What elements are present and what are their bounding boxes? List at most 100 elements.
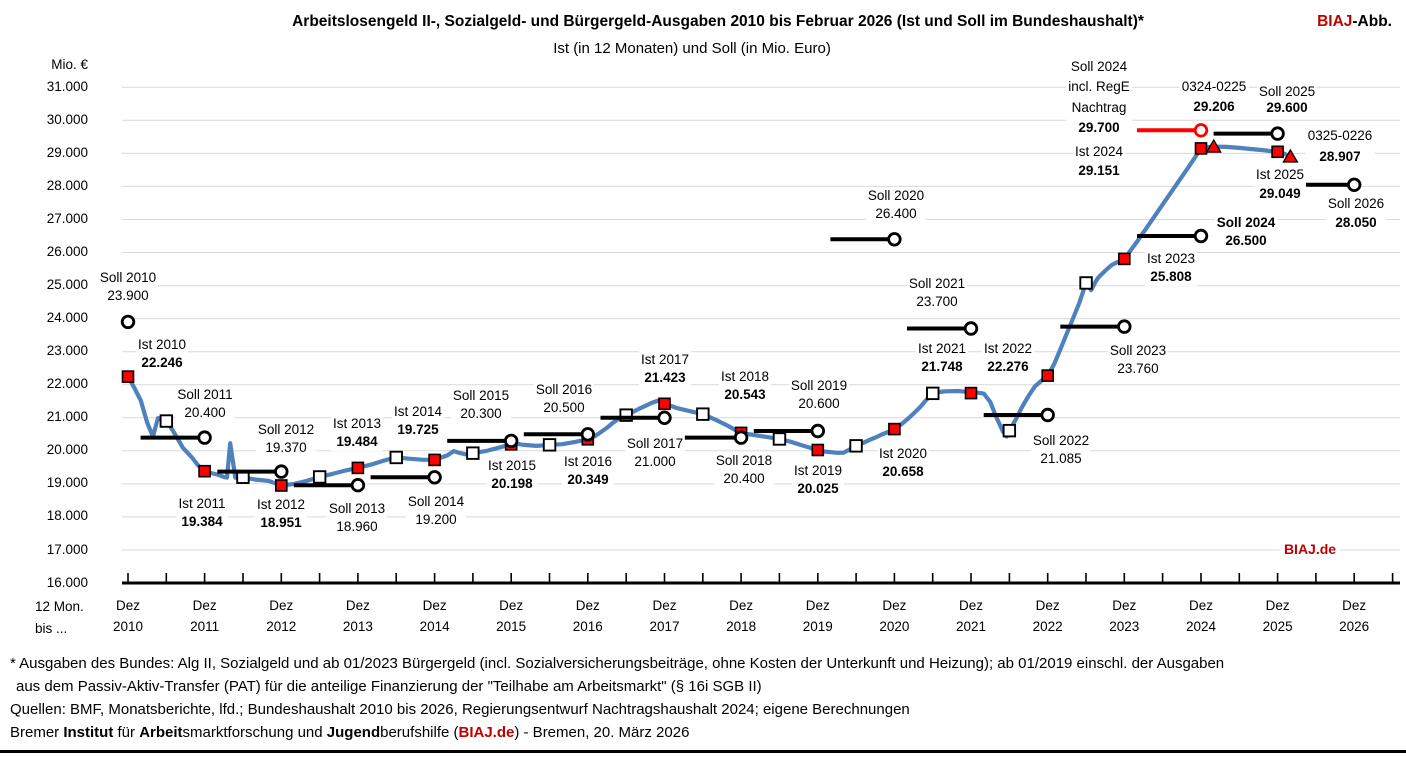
brand-logo: BIAJ-Abb. — [1317, 13, 1392, 31]
annotation-line: 29.151 — [1078, 162, 1120, 178]
annotation-line: incl. RegE — [1068, 79, 1130, 95]
annotation: Soll 2013 18.960 — [326, 500, 388, 536]
soll-marker — [733, 430, 749, 445]
footnote-segment: smarktforschung und — [182, 724, 327, 741]
annotation-line: 20.349 — [567, 472, 609, 487]
y-tick-label: 20.000 — [46, 442, 88, 458]
y-tick-label: 28.000 — [46, 177, 88, 193]
annotation-line: Soll 2026 — [1327, 195, 1385, 211]
annotation-line: Soll 2014 — [407, 494, 465, 509]
y-axis-unit-label: Mio. € — [51, 57, 88, 72]
annotation: Ist 2020 20.658 — [876, 445, 930, 481]
footnote-line4: Bremer Institut für Arbeitsmarktforschun… — [10, 721, 1398, 744]
annotation-line: 19.725 — [397, 422, 439, 437]
chart-watermark: BIAJ.de — [1279, 541, 1341, 557]
annotation: Ist 2011 19.384 — [176, 495, 228, 531]
annotation-line: Soll 2011 — [177, 387, 233, 402]
y-tick-label: 21.000 — [46, 409, 88, 425]
annotation-line: Soll 2024 — [1070, 58, 1128, 74]
annotation-line: 25.808 — [1150, 269, 1192, 284]
annotation: Soll 2018 20.400 — [713, 452, 775, 488]
annotation-line: 23.760 — [1117, 361, 1159, 376]
annotation-line: 20.658 — [882, 464, 924, 479]
annotation-line: 0324-0225 — [1181, 79, 1247, 94]
annotation: Ist 2013 19.484 — [330, 415, 384, 451]
y-tick-label: 26.000 — [46, 244, 88, 259]
annotation: Ist 2012 18.951 — [254, 496, 308, 532]
soll-marker — [504, 433, 519, 449]
annotation-line: 29.206 — [1193, 99, 1235, 114]
annotation-line: Ist 2023 — [1146, 251, 1196, 266]
annotation-line: Soll 2017 — [626, 436, 684, 451]
soll-marker — [963, 321, 979, 336]
annotation-line: Soll 2012 — [257, 422, 315, 437]
x-tick-label: Dez 2024 — [1185, 598, 1217, 634]
y-tick-label: 23.000 — [46, 343, 88, 359]
soll-marker — [657, 410, 672, 426]
annotation: Soll 2023 23.760 — [1107, 342, 1169, 378]
rolling-feb-marker — [1205, 138, 1222, 153]
y-tick-label: 19.000 — [46, 475, 88, 491]
bottom-border-rule — [0, 750, 1406, 753]
annotation-line: Soll 2025 — [1258, 84, 1316, 99]
annotation-line: Ist 2017 — [640, 352, 690, 367]
annotation-line: 19.484 — [336, 434, 378, 449]
annotation-line: 26.500 — [1225, 233, 1267, 248]
annotation: Soll 2025 29.600 — [1256, 84, 1318, 116]
annotation-line: 19.370 — [265, 440, 307, 455]
annotation: Ist 2023 25.808 — [1144, 250, 1198, 286]
brand-black-text: -Abb. — [1352, 13, 1392, 30]
annotation-line: Soll 2021 — [908, 276, 966, 291]
annotation: Ist 2022 22.276 — [981, 340, 1035, 376]
annotation-line: 20.025 — [797, 481, 839, 496]
soll-marker — [810, 423, 826, 439]
annotation-line: 26.400 — [875, 206, 917, 221]
annotation: Ist 2024 29.151 — [1072, 141, 1126, 180]
x-tick-label: Dez 2025 — [1262, 598, 1293, 634]
annotation: Soll 2015 20.300 — [450, 387, 512, 423]
annotation: Ist 2019 20.025 — [791, 462, 845, 498]
annotation-line: 22.246 — [141, 355, 183, 370]
annotation-line: 21.085 — [1040, 451, 1082, 466]
annotation: Soll 2026 28.050 — [1325, 193, 1387, 232]
footnote-segment: berufshilfe ( — [380, 724, 459, 741]
annotation: Soll 2017 21.000 — [624, 435, 686, 471]
annotation-line: 28.907 — [1319, 148, 1361, 164]
soll-marker — [120, 314, 136, 330]
annotation-line: Ist 2020 — [878, 446, 928, 461]
soll-marker — [1117, 319, 1132, 334]
annotation-line: 28.050 — [1335, 214, 1377, 230]
x-tick-label: Dez 2012 — [266, 598, 297, 634]
x-tick-label: Dez 2010 — [112, 598, 144, 634]
soll-marker — [1193, 228, 1209, 244]
annotation-line: Ist 2011 — [178, 496, 226, 511]
soll-marker — [274, 464, 289, 479]
annotation-line: Ist 2021 — [917, 341, 967, 356]
annotation: Soll 2021 23.700 — [906, 275, 968, 311]
ist-line — [125, 144, 1293, 488]
annotation-line: Soll 2019 — [790, 378, 848, 393]
footnote-segment: Jugend — [326, 724, 381, 741]
annotation-line: Ist 2015 — [487, 458, 537, 473]
annotation: Ist 2015 20.198 — [485, 457, 539, 493]
x-tick-label: Dez 2016 — [572, 598, 603, 634]
annotation: Soll 2010 23.900 — [97, 269, 159, 305]
footnote-line1: * Ausgaben des Bundes: Alg II, Sozialgel… — [10, 655, 1225, 672]
y-tick-label: 17.000 — [46, 541, 88, 557]
annotation-line: 29.600 — [1266, 100, 1308, 115]
footnote-segment: Arbeit — [139, 724, 183, 741]
x-tick-label: Dez 2026 — [1339, 598, 1370, 634]
x-tick-label: Dez 2018 — [726, 598, 757, 634]
annotation-line: Soll 2020 — [867, 188, 925, 203]
soll-marker — [1346, 177, 1362, 193]
annotation-line: 20.543 — [724, 387, 766, 402]
soll-marker — [887, 232, 902, 247]
annotation-line: 29.049 — [1259, 185, 1301, 201]
annotation-line: Soll 2016 — [535, 382, 593, 397]
footnote-segment: für — [113, 724, 140, 741]
annotation-line: 21.748 — [921, 359, 963, 374]
x-axis-title-line1: 12 Mon. — [35, 599, 84, 614]
annotation: Ist 2010 22.246 — [135, 336, 189, 372]
annotation-line: 21.423 — [644, 370, 686, 385]
